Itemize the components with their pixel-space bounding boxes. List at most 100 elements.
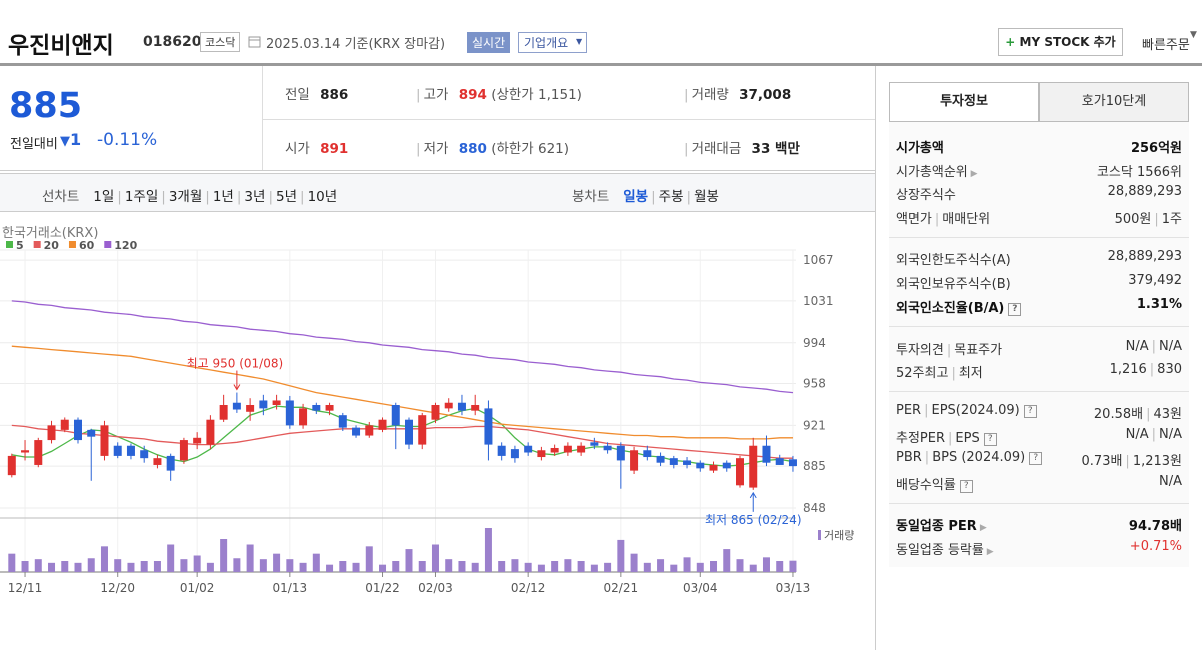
candle-body bbox=[232, 402, 241, 410]
candle-body bbox=[219, 404, 228, 420]
x-tick-label: 02/03 bbox=[418, 581, 453, 595]
quick-order[interactable]: 빠른주문 bbox=[1142, 38, 1190, 53]
volume-bar bbox=[643, 562, 651, 572]
candle-body bbox=[590, 442, 599, 446]
overview-text: 기업개요 bbox=[524, 36, 569, 50]
volume-bar bbox=[352, 562, 360, 572]
tab[interactable]: 10년 bbox=[307, 189, 338, 205]
info-separator bbox=[889, 326, 1189, 327]
field-value: 880 bbox=[458, 141, 487, 157]
volume-bar bbox=[312, 553, 320, 572]
volume-bar bbox=[657, 559, 665, 572]
change-value: 1 bbox=[70, 130, 82, 149]
candle-body bbox=[431, 404, 440, 420]
volume-bar bbox=[286, 559, 294, 572]
field-label: 고가 bbox=[423, 87, 449, 103]
field-value: 891 bbox=[320, 141, 349, 157]
volume-bar bbox=[458, 561, 466, 572]
info-label: 상장주식수 bbox=[896, 188, 956, 203]
change-box: ▼1 bbox=[60, 130, 81, 149]
overview-button[interactable]: 기업개요 ▼ bbox=[518, 32, 588, 53]
volume-bar bbox=[683, 557, 691, 572]
field-sub: (하한가 621) bbox=[491, 141, 570, 157]
info-label: 외국인소진율(B/A) bbox=[896, 301, 1005, 316]
volume-bar bbox=[484, 528, 492, 572]
info-label: 배당수익률 bbox=[896, 478, 956, 493]
candle-body bbox=[762, 445, 771, 463]
quote-divider bbox=[262, 119, 875, 120]
volume-bar bbox=[339, 561, 347, 572]
volume-bar bbox=[789, 560, 797, 572]
field-value: 894 bbox=[458, 87, 487, 103]
realtime-button[interactable]: 실시간 bbox=[467, 32, 511, 53]
annotation-arrowhead bbox=[233, 384, 241, 391]
info-value: 1,216 bbox=[1109, 362, 1147, 377]
info-body bbox=[889, 121, 1189, 567]
info-tab[interactable]: 호가10단계 bbox=[1039, 82, 1189, 122]
volume-bar bbox=[8, 553, 16, 572]
tab[interactable]: 주봉 bbox=[658, 189, 684, 205]
volume-bar bbox=[630, 553, 638, 572]
info-separator bbox=[889, 391, 1189, 392]
legend-swatch bbox=[68, 241, 76, 248]
info-label: PBR bbox=[896, 450, 922, 465]
annotation-arrowhead bbox=[749, 491, 757, 499]
candle-body bbox=[696, 462, 705, 469]
volume-bar bbox=[153, 561, 161, 572]
field-value: 33 백만 bbox=[751, 141, 800, 157]
info-value: N/A bbox=[1159, 427, 1182, 442]
current-price: 885 bbox=[9, 86, 83, 126]
y-tick-label: 848 bbox=[803, 501, 826, 515]
field-label: 저가 bbox=[423, 141, 449, 157]
tab[interactable]: 5년 bbox=[276, 189, 298, 205]
volume-bar bbox=[193, 555, 201, 572]
candle-body bbox=[100, 425, 109, 456]
volume-bar bbox=[299, 562, 307, 572]
volume-bar bbox=[431, 544, 439, 572]
volume-bar bbox=[723, 549, 731, 572]
quick-order-arrow: ▼ bbox=[1190, 30, 1197, 40]
info-row: 배당수익률? N/A bbox=[896, 474, 1182, 493]
field-value: 886 bbox=[320, 87, 349, 103]
tab[interactable]: 월봉 bbox=[694, 189, 719, 205]
volume-bar bbox=[445, 559, 453, 572]
volume-bar bbox=[696, 562, 704, 572]
info-label: 52주최고 bbox=[896, 366, 949, 381]
tab[interactable]: 3년 bbox=[244, 189, 266, 205]
tab[interactable]: 1주일 bbox=[124, 189, 159, 205]
mystock-button[interactable]: + MY STOCK 추가 bbox=[998, 28, 1123, 56]
candle-body bbox=[563, 445, 572, 453]
info-label: 최저 bbox=[958, 366, 983, 381]
tab-label: 봉차트 bbox=[572, 189, 610, 205]
candle-body bbox=[788, 459, 797, 467]
info-row: 동일업종 PER ▶ 94.78배 bbox=[896, 515, 1182, 535]
info-value: 코스닥 1566위 bbox=[1096, 165, 1182, 180]
x-tick-label: 03/04 bbox=[683, 581, 718, 595]
volume-bar bbox=[551, 561, 559, 572]
volume-bar bbox=[34, 559, 42, 572]
tab-selected[interactable]: 일봉 bbox=[623, 189, 649, 205]
info-row: 52주최고 | 최저 1,216 | 830 bbox=[896, 362, 1182, 381]
volume-bar bbox=[259, 559, 267, 572]
tab[interactable]: 1일 bbox=[93, 189, 115, 205]
info-row: 추정PER | EPS? N/A | N/A bbox=[896, 427, 1182, 446]
info-tab-selected[interactable]: 투자정보 bbox=[889, 82, 1039, 122]
candle-body bbox=[378, 419, 387, 430]
annotation: 최고 950 (01/08) bbox=[187, 357, 284, 371]
info-label: 시가총액순위 bbox=[896, 165, 968, 180]
y-tick-label: 1031 bbox=[803, 294, 834, 308]
quote-divider bbox=[262, 66, 263, 171]
candle-body bbox=[153, 458, 162, 465]
volume-bar bbox=[749, 564, 757, 572]
candle-body bbox=[709, 464, 718, 471]
info-label: 동일업종 등락률 bbox=[896, 543, 984, 558]
legend-label: 5 bbox=[16, 239, 24, 252]
plus-icon: + bbox=[1005, 35, 1020, 49]
candle-body bbox=[365, 425, 374, 436]
info-label: 목표주가 bbox=[954, 343, 1003, 358]
tab[interactable]: 1년 bbox=[212, 189, 234, 205]
tab-label: 선차트 bbox=[42, 189, 80, 205]
candle-body bbox=[722, 462, 731, 469]
info-separator bbox=[889, 237, 1189, 238]
tab[interactable]: 3개월 bbox=[168, 189, 203, 205]
